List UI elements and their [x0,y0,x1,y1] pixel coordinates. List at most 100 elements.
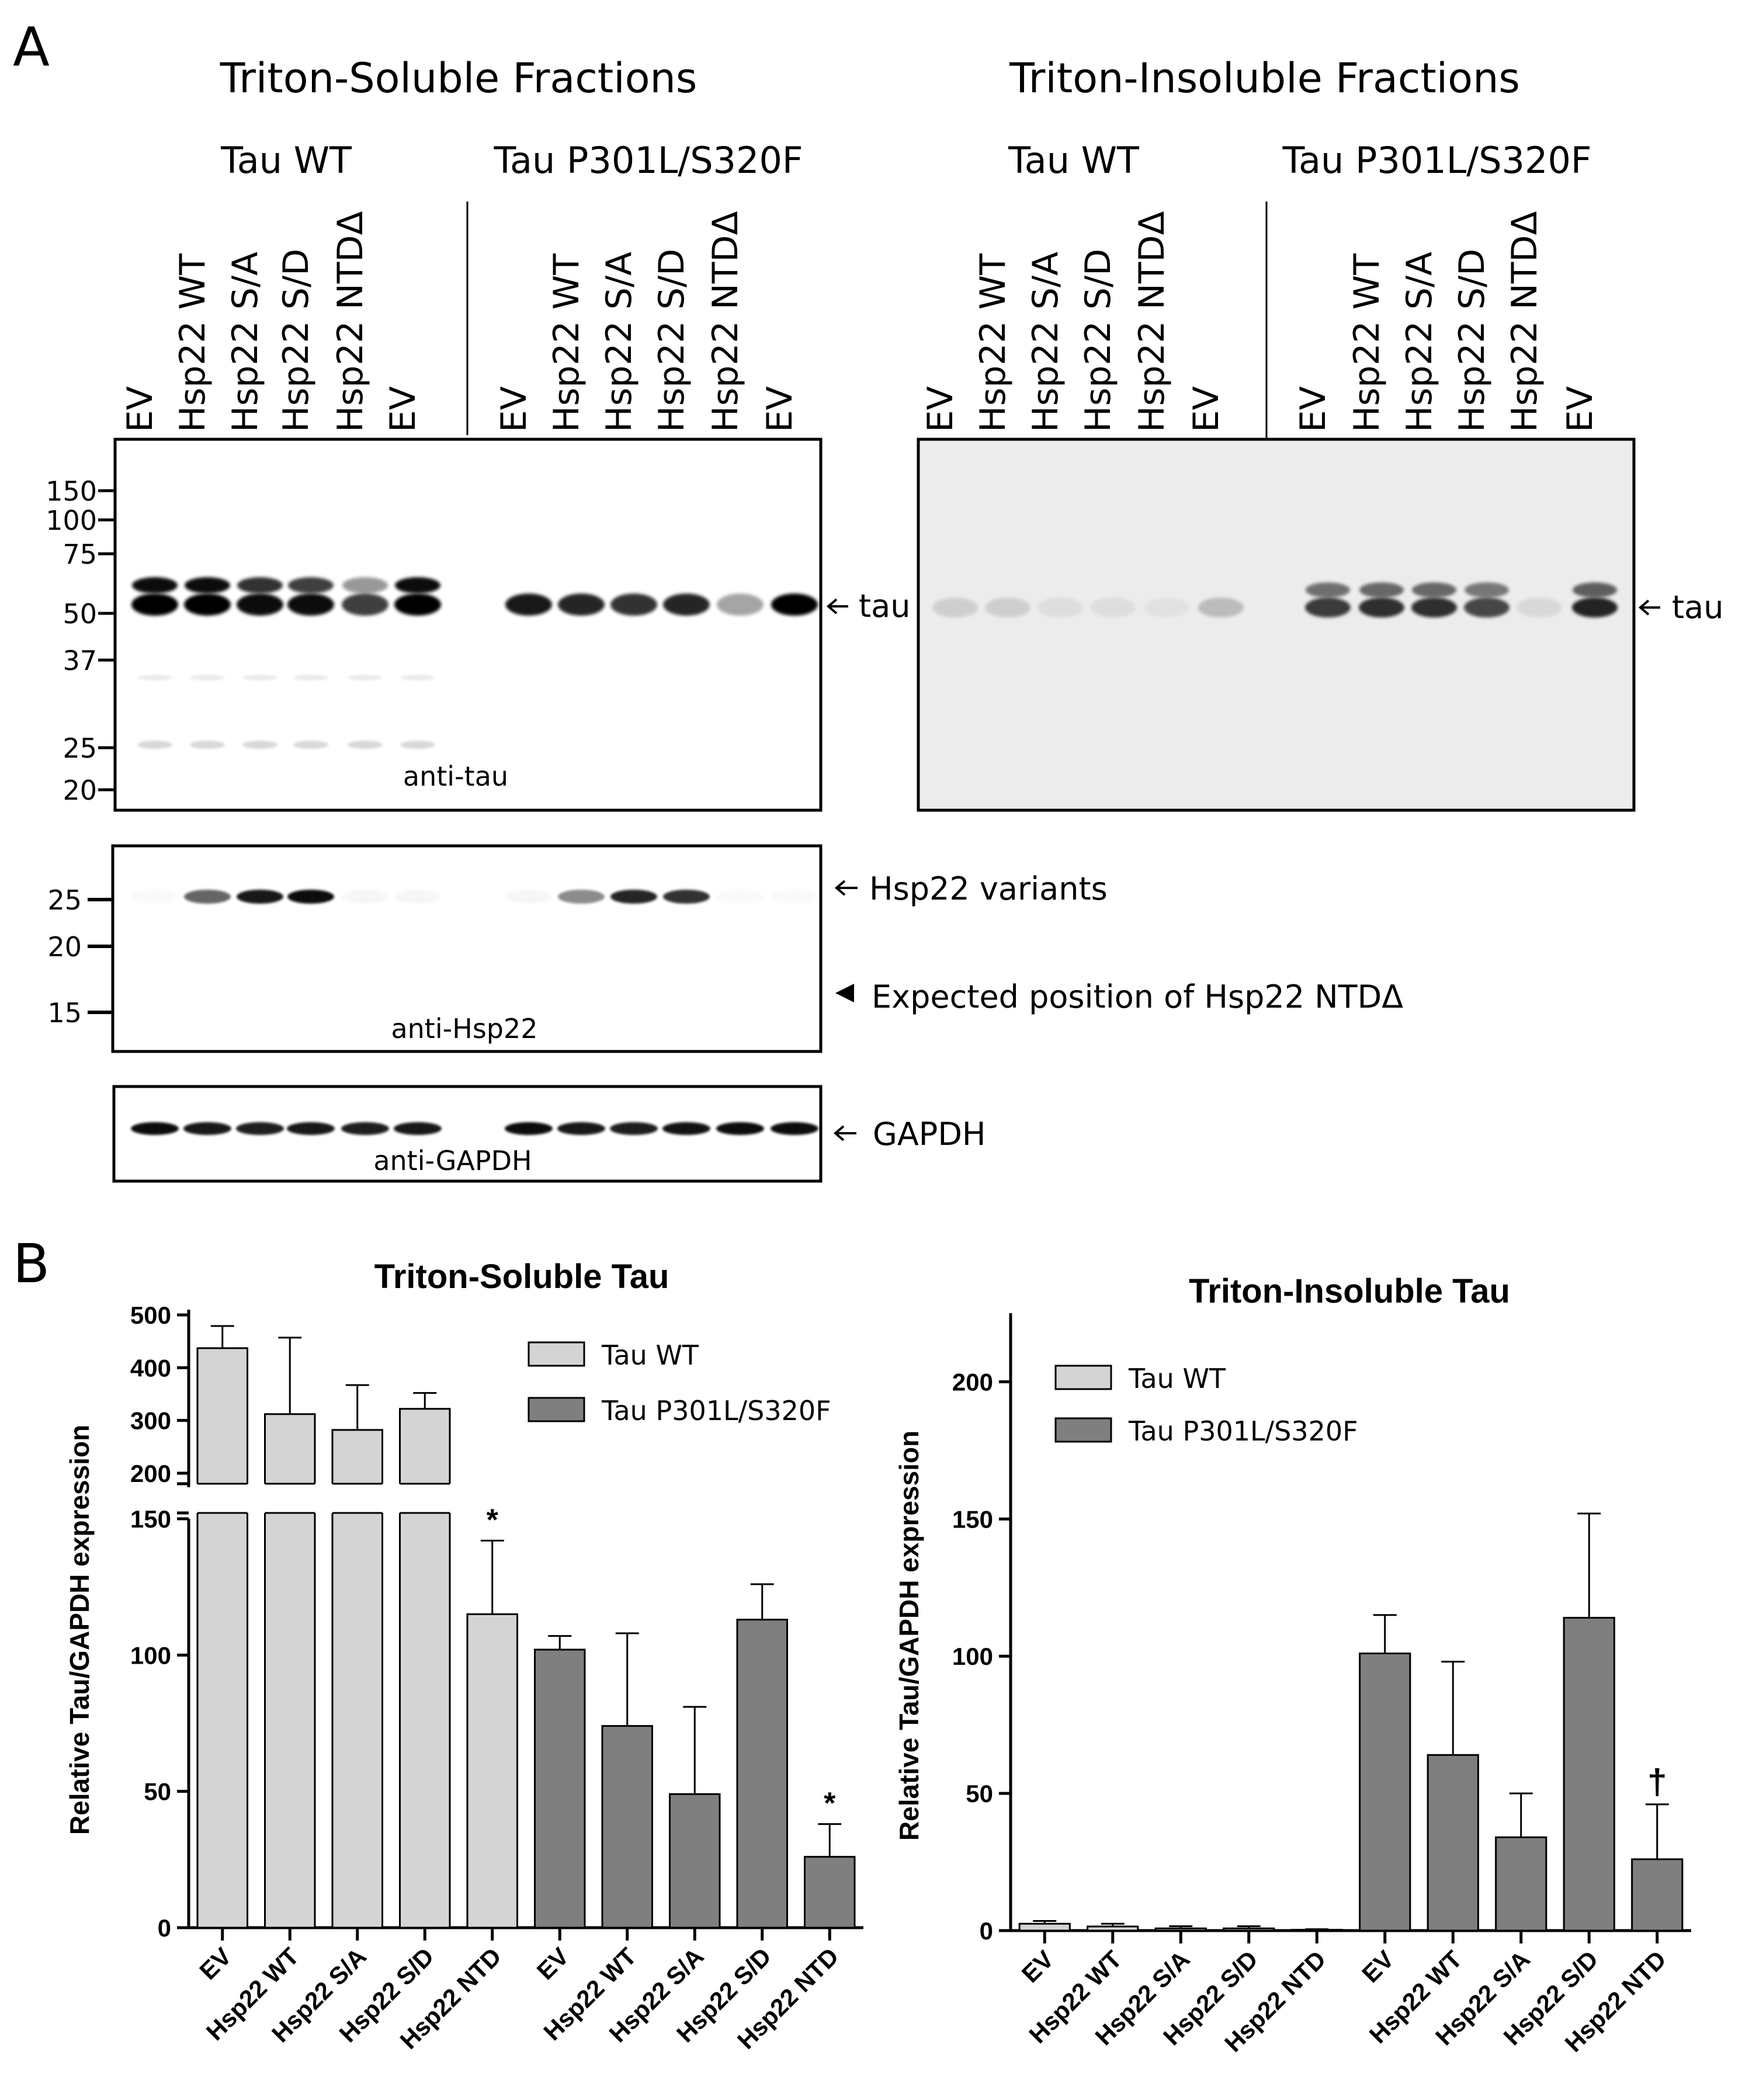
panel-label-a: A [13,16,50,78]
band-tau-soluble-3 [237,593,283,616]
y-tick-label-400: 400 [130,1354,171,1382]
bar-tau-wt-ev-1 [196,1347,248,1929]
band-tau-soluble-mid-4 [293,675,328,681]
band-gapdh-10 [662,1122,710,1135]
arrow-tau-soluble: tau [826,588,911,624]
arrow-hsp22-variants: Hsp22 variants [834,870,1108,907]
y-tick-label-300: 300 [130,1407,171,1435]
legend-label-tau-p301l-s320f: Tau P301L/S320F [1128,1415,1358,1447]
band-tau-insoluble-9 [1411,598,1457,617]
mw-label-tau-150: 150 [46,475,97,507]
lane-label-insoluble-6: EV [1186,386,1227,432]
band-tau-insoluble-10 [1464,598,1509,617]
band-gapdh-5 [341,1122,389,1135]
lane-label-soluble-5: Hsp22 NTDΔ [330,211,371,432]
band-hsp22-9 [610,890,657,904]
x-tick-label-ev-1: EV [194,1942,237,1985]
mw-label-tau-50: 50 [63,598,97,630]
band-tau-soluble-low-4 [293,741,328,749]
y-tick-label-200: 200 [952,1368,993,1396]
lane-label-soluble-4: Hsp22 S/D [276,249,317,432]
lane-label-soluble-6: EV [383,386,424,432]
bar-tau-wt-hsp22-wt-2 [1087,1925,1139,1932]
bar-tau-p301l-s320f-hsp22-s-d-9 [736,1619,788,1929]
blot-label-anti-gapdh: anti-GAPDH [373,1145,532,1176]
y-tick-label-150: 150 [130,1505,171,1533]
chart-triton-soluble-tau: Triton-Soluble Tau Relative Tau/GAPDH exp… [64,1258,863,2054]
bar-tau-p301l-s320f-hsp22-wt-7 [601,1725,653,1929]
band-tau-soluble-mid-3 [242,675,277,681]
lane-label-soluble-8: Hsp22 WT [546,254,587,432]
band-tau-soluble-mid-1 [137,675,172,681]
bar-tau-wt-ev-1 [1018,1922,1071,1932]
lane-label-soluble-10: Hsp22 S/D [651,249,692,432]
group-label-wt-insoluble: Tau WT [1008,139,1140,182]
band-gapdh-8 [557,1122,605,1135]
panel-label-b: B [13,1233,50,1295]
bar-tau-p301l-s320f-hsp22-wt-7 [1427,1754,1479,1932]
band-tau-soluble-9 [610,593,657,616]
band-gapdh-3 [236,1122,284,1135]
band-gapdh-11 [716,1122,764,1135]
bar-tau-p301l-s320f-hsp22-s-a-8 [1495,1836,1547,1932]
arrow-gapdh: GAPDH [833,1116,986,1153]
y-tick-label-0: 0 [980,1917,993,1945]
band-tau-insoluble-2 [985,598,1030,617]
lane-label-soluble-9: Hsp22 S/A [599,252,640,432]
blot-label-anti-tau: anti-tau [403,761,508,792]
band-gapdh-2 [183,1122,231,1135]
bar-tau-wt-hsp22-s-d-4 [1223,1927,1275,1932]
group-label-mut-soluble: Tau P301L/S320F [493,139,803,182]
band-tau-soluble-1 [131,593,178,616]
blot-bands [131,577,1618,1135]
lane-label-soluble-1: EV [120,386,161,432]
arrow-label-hsp22-variants: Hsp22 variants [869,870,1108,907]
band-tau-soluble-8 [558,593,605,616]
y-tick-label-150: 150 [952,1505,993,1533]
y-tick-label-100: 100 [952,1643,993,1670]
y-tick-label-500: 500 [130,1301,171,1329]
band-tau-insoluble-12 [1572,598,1618,617]
y-axis-label: Relative Tau/GAPDH expression [64,1425,95,1835]
soluble-fractions-title: Triton-Soluble Fractions [220,54,698,102]
band-tau-soluble-upper-3 [237,577,283,593]
band-gapdh-4 [287,1122,335,1135]
lane-label-insoluble-9: Hsp22 S/A [1399,252,1440,432]
lane-label-insoluble-10: Hsp22 S/D [1452,249,1493,432]
mw-label-tau-37: 37 [63,645,97,676]
arrow-label-tau-insoluble: tau [1672,589,1724,626]
band-tau-soluble-2 [184,593,231,616]
mw-label-tau-75: 75 [63,539,97,570]
bar-tau-wt-hsp22-ntd-5 [466,1613,518,1929]
legend-label-tau-p301l-s320f: Tau P301L/S320F [601,1395,831,1426]
lane-label-insoluble-7: EV [1293,386,1334,432]
band-hsp22-10 [663,890,710,904]
arrow-tau-insoluble: tau [1638,589,1724,626]
band-tau-soluble-low-1 [137,741,172,749]
band-tau-insoluble-4 [1090,598,1136,617]
band-hsp22-3 [237,890,283,904]
legend-swatch-tau-wt [528,1341,585,1367]
arrow-label-gapdh: GAPDH [873,1116,986,1153]
bar-tau-wt-hsp22-s-a-3 [1154,1927,1207,1932]
lane-label-soluble-3: Hsp22 S/A [225,252,266,432]
band-tau-soluble-upper-6 [395,577,440,593]
band-gapdh-6 [394,1122,442,1135]
lane-label-soluble-7: EV [494,386,535,432]
band-tau-soluble-11 [717,593,764,616]
blot-anti-tau-insoluble [917,438,1636,812]
band-tau-insoluble-upper-8 [1359,582,1404,598]
group-label-wt-soluble: Tau WT [220,139,352,182]
lane-label-insoluble-4: Hsp22 S/D [1078,249,1119,432]
y-tick-label-50: 50 [144,1778,171,1806]
chart-title: Triton-Insoluble Tau [1189,1272,1510,1310]
band-gapdh-1 [131,1122,179,1135]
band-tau-insoluble-1 [932,598,978,617]
band-tau-soluble-low-6 [400,741,435,749]
lane-label-insoluble-3: Hsp22 S/A [1025,252,1066,432]
band-tau-insoluble-5 [1144,598,1189,617]
x-tick-label-ev-6: EV [532,1942,574,1985]
band-tau-soluble-upper-2 [185,577,230,593]
